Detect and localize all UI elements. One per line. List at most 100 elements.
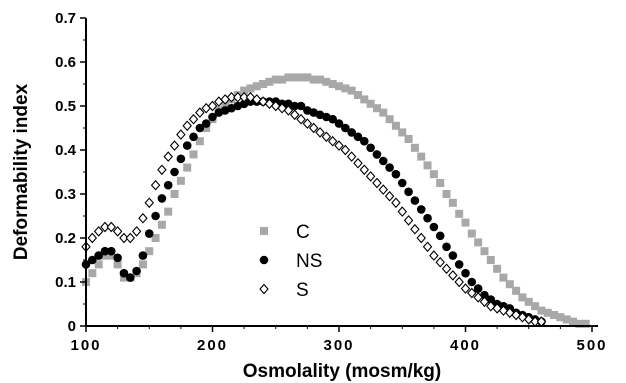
plot-area — [81, 73, 590, 328]
data-point-s — [384, 190, 395, 202]
data-point-s — [93, 226, 104, 237]
data-point-c — [385, 115, 394, 124]
data-point-s — [176, 129, 186, 140]
data-point-s — [188, 113, 199, 125]
data-point-c — [436, 179, 445, 187]
data-point-ns — [195, 123, 205, 133]
data-point-s — [473, 292, 483, 303]
data-point-ns — [353, 132, 363, 142]
x-tick-label: 400 — [450, 337, 481, 354]
data-point-ns — [170, 167, 179, 177]
y-axis-title: Deformability index — [11, 83, 32, 260]
data-point-s — [397, 206, 407, 217]
x-tick-label: 300 — [323, 337, 354, 354]
data-point-ns — [100, 246, 110, 256]
data-point-s — [112, 226, 123, 237]
data-point-ns — [138, 251, 148, 260]
data-point-c — [398, 128, 407, 137]
data-point-c — [94, 260, 103, 269]
data-point-s — [340, 144, 351, 156]
y-tick-label: 0.4 — [55, 142, 77, 159]
data-point-s — [454, 276, 464, 288]
data-point-s — [207, 100, 218, 112]
data-point-ns — [473, 284, 483, 293]
series-ns — [81, 97, 546, 326]
data-point-ns — [467, 277, 477, 287]
data-point-c — [328, 80, 337, 88]
data-point-ns — [290, 101, 300, 111]
data-point-c — [391, 121, 400, 130]
data-point-c — [505, 280, 514, 289]
data-point-s — [372, 177, 382, 189]
data-point-ns — [385, 163, 394, 172]
x-tick-label: 100 — [70, 337, 101, 354]
data-point-ns — [328, 114, 337, 124]
data-point-c — [271, 75, 280, 84]
data-point-c — [316, 75, 325, 84]
data-point-c — [183, 163, 192, 172]
data-point-c — [170, 190, 179, 198]
data-point-ns — [372, 150, 382, 159]
data-point-ns — [423, 213, 432, 223]
data-point-ns — [208, 112, 217, 122]
legend-marker-ns — [259, 255, 269, 265]
data-point-ns — [132, 266, 141, 276]
data-point-s — [182, 120, 192, 132]
data-point-c — [100, 251, 109, 260]
data-point-s — [239, 91, 249, 103]
y-axis-ticks: 0 0.1 0.2 0.3 0.4 0.5 0.6 0.7 — [55, 10, 86, 335]
data-point-c — [335, 82, 343, 91]
y-tick-label: 0.5 — [55, 98, 76, 115]
data-point-ns — [435, 231, 445, 241]
data-point-ns — [157, 194, 167, 203]
legend-label-ns: NS — [296, 251, 322, 272]
legend-label-c: C — [296, 222, 310, 243]
data-point-s — [422, 241, 433, 253]
y-tick-label: 0.3 — [55, 186, 76, 203]
y-tick-label: 0 — [68, 318, 76, 335]
data-point-c — [556, 313, 565, 322]
data-point-s — [87, 232, 98, 244]
data-point-ns — [163, 180, 173, 190]
data-point-ns — [113, 253, 122, 263]
data-point-s — [233, 91, 243, 103]
data-point-s — [169, 140, 180, 151]
data-point-c — [417, 152, 426, 161]
data-point-s — [479, 296, 490, 308]
data-point-ns — [182, 141, 192, 150]
data-point-c — [455, 209, 464, 218]
data-point-s — [226, 91, 237, 103]
data-point-s — [119, 232, 129, 244]
data-point-s — [315, 127, 325, 138]
data-point-s — [157, 164, 167, 176]
data-point-ns — [454, 260, 464, 269]
data-point-c — [486, 256, 495, 264]
data-point-c — [303, 73, 312, 82]
data-point-s — [302, 118, 313, 129]
data-point-s — [416, 232, 426, 244]
data-point-s — [448, 270, 458, 281]
data-point-ns — [416, 205, 426, 214]
x-tick-label: 500 — [576, 337, 607, 354]
data-point-c — [297, 73, 306, 82]
data-point-c — [157, 220, 166, 229]
data-point-s — [410, 223, 420, 235]
data-point-s — [308, 122, 319, 134]
legend-marker-c — [260, 227, 268, 235]
data-point-ns — [144, 229, 154, 238]
data-point-c — [322, 77, 331, 86]
data-point-s — [346, 151, 357, 162]
data-point-c — [347, 86, 356, 95]
data-point-ns — [296, 101, 306, 111]
data-point-c — [493, 264, 502, 273]
data-point-s — [296, 113, 306, 125]
data-point-s — [131, 226, 142, 237]
data-point-c — [581, 319, 590, 328]
data-point-s — [441, 263, 452, 275]
y-tick-label: 0.6 — [55, 54, 76, 71]
data-point-s — [150, 179, 161, 191]
data-point-ns — [334, 119, 344, 128]
data-point-ns — [125, 273, 135, 282]
data-point-c — [467, 229, 476, 238]
